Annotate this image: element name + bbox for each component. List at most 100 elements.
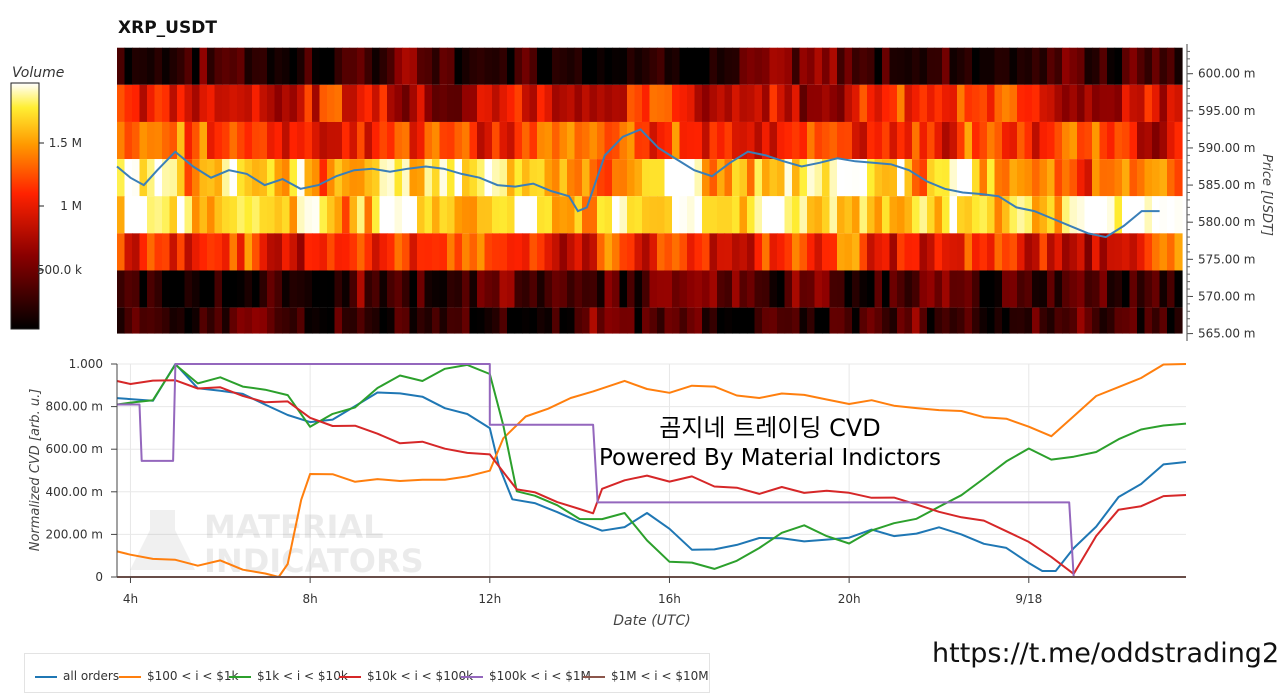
heatmap-cell xyxy=(364,270,373,308)
heatmap-cell xyxy=(604,47,613,85)
heatmap-cell xyxy=(214,84,223,122)
heatmap-cell xyxy=(267,47,276,85)
heatmap-cell xyxy=(372,233,381,271)
heatmap-cell xyxy=(957,196,966,234)
cvd-y-tick-label: 400.00 m xyxy=(46,485,104,499)
heatmap-cell xyxy=(1137,196,1146,234)
cvd-y-label: Normalized CVD [arb. u.] xyxy=(28,389,43,552)
heatmap-cell xyxy=(237,84,246,122)
heatmap-cell xyxy=(334,121,343,160)
heatmap-cell xyxy=(199,84,208,122)
heatmap-cell xyxy=(957,121,966,160)
heatmap-cell xyxy=(799,233,808,271)
heatmap-cell xyxy=(1002,270,1011,308)
heatmap-cell xyxy=(1032,233,1041,271)
heatmap-cell xyxy=(672,233,681,271)
heatmap-cell xyxy=(432,84,441,122)
legend-item[interactable]: all orders xyxy=(35,669,119,683)
heatmap-cell xyxy=(942,196,951,234)
heatmap-cell xyxy=(754,196,763,234)
heatmap-cell xyxy=(784,307,793,334)
heatmap-cell xyxy=(169,159,178,197)
heatmap-cell xyxy=(702,47,711,85)
legend-item[interactable]: $10k < i < $100k xyxy=(339,669,473,683)
heatmap-cell xyxy=(274,121,283,160)
heatmap-cell xyxy=(192,270,201,308)
heatmap-cell xyxy=(927,307,936,334)
heatmap-cell xyxy=(1129,270,1138,308)
heatmap-cell xyxy=(1084,121,1093,160)
heatmap-cell xyxy=(589,307,598,334)
heatmap-cell xyxy=(409,196,418,234)
heatmap-cell xyxy=(649,233,658,271)
heatmap-cell xyxy=(889,121,898,160)
heatmap-cell xyxy=(634,84,643,122)
heatmap-cell xyxy=(814,233,823,271)
heatmap-cell xyxy=(859,84,868,122)
heatmap-cell xyxy=(529,159,538,197)
heatmap-cell xyxy=(282,121,291,160)
heatmap-cell xyxy=(1024,233,1033,271)
heatmap-cell xyxy=(1092,84,1101,122)
heatmap-cell xyxy=(852,307,861,334)
heatmap-cell xyxy=(874,307,883,334)
legend-item[interactable]: $1k < i < $10k xyxy=(229,669,348,683)
heatmap-cell xyxy=(1107,307,1116,334)
heatmap-cell xyxy=(904,196,913,234)
heatmap-cell xyxy=(372,121,381,160)
heatmap-cell xyxy=(514,233,523,271)
legend-label: $1M < i < $10M xyxy=(611,669,709,683)
heatmap-cell xyxy=(132,196,141,234)
heatmap-cell xyxy=(582,196,591,234)
heatmap-cell xyxy=(664,84,673,122)
legend-item[interactable]: $1M < i < $10M xyxy=(583,669,709,683)
heatmap-cell xyxy=(574,47,583,85)
heatmap-cell xyxy=(252,196,261,234)
heatmap-y-label: Price [USDT] xyxy=(1259,154,1274,236)
heatmap-cell xyxy=(514,270,523,308)
heatmap-cell xyxy=(664,121,673,160)
heatmap-cell xyxy=(1077,159,1086,197)
heatmap-cell xyxy=(979,47,988,85)
heatmap-cell xyxy=(342,196,351,234)
heatmap-cell xyxy=(829,270,838,308)
legend-swatch xyxy=(35,675,57,678)
heatmap-cell xyxy=(1054,47,1063,85)
heatmap-cell xyxy=(507,84,516,122)
heatmap-cell xyxy=(702,159,711,197)
heatmap-cell xyxy=(402,233,411,271)
heatmap-cell xyxy=(627,84,636,122)
heatmap-cell xyxy=(874,47,883,85)
heatmap-cell xyxy=(147,270,156,308)
heatmap-cell xyxy=(207,47,216,85)
heatmap-cell xyxy=(994,159,1003,197)
heatmap-cell xyxy=(582,121,591,160)
heatmap-cell xyxy=(904,233,913,271)
legend-item[interactable]: $100 < i < $1k xyxy=(119,669,238,683)
legend-item[interactable]: $100k < i < $1M xyxy=(461,669,591,683)
heatmap-cell xyxy=(1152,270,1161,308)
heatmap-cell xyxy=(522,196,531,234)
cvd-series-line xyxy=(116,379,1187,575)
heatmap-cell xyxy=(1152,47,1161,85)
heatmap-cell xyxy=(154,47,163,85)
heatmap-cell xyxy=(559,270,568,308)
heatmap-cell xyxy=(147,196,156,234)
heatmap-cell xyxy=(1032,84,1041,122)
heatmap-cell xyxy=(1077,196,1086,234)
heatmap-cell xyxy=(852,121,861,160)
heatmap-cell xyxy=(912,47,921,85)
heatmap-cell xyxy=(544,307,553,334)
heatmap-cell xyxy=(424,307,433,334)
heatmap-cell xyxy=(199,233,208,271)
heatmap-cell xyxy=(897,84,906,122)
heatmap-cell xyxy=(1092,307,1101,334)
heatmap-cell xyxy=(222,196,231,234)
heatmap-cell xyxy=(559,159,568,197)
heatmap-cell xyxy=(1092,196,1101,234)
heatmap-cell xyxy=(904,307,913,334)
heatmap-cell xyxy=(162,196,171,234)
heatmap-cell xyxy=(1099,196,1108,234)
heatmap-cell xyxy=(687,121,696,160)
heatmap-cell xyxy=(1032,196,1041,234)
